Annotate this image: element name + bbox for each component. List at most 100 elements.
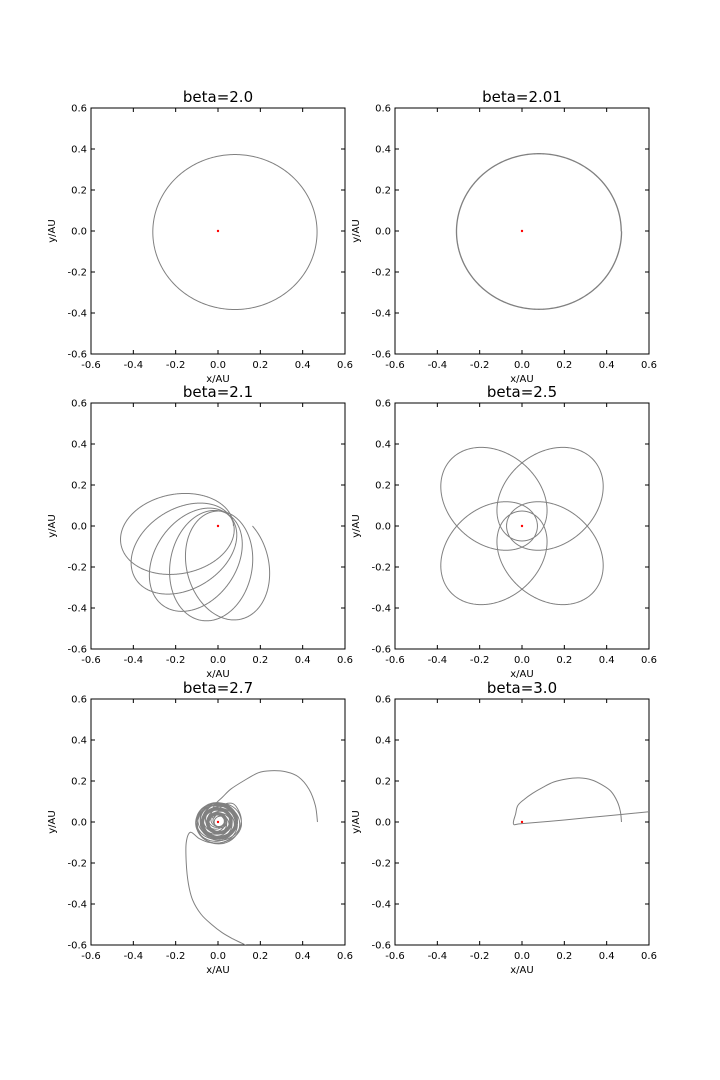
y-tick-label: 0.2 xyxy=(71,777,87,788)
x-tick-label: 0.6 xyxy=(337,655,353,666)
y-tick-label: -0.2 xyxy=(371,859,391,870)
orbit-line xyxy=(120,492,271,622)
x-tick-label: -0.4 xyxy=(124,360,144,371)
x-tick-label: 0.0 xyxy=(210,655,226,666)
y-tick-label: 0.6 xyxy=(71,695,87,706)
y-axis-label: y/AU xyxy=(351,514,362,537)
x-axis-label: x/AU xyxy=(510,669,533,680)
x-tick-label: 0.4 xyxy=(295,951,311,962)
y-tick-label: 0.4 xyxy=(375,736,391,747)
y-tick-label: -0.2 xyxy=(67,859,87,870)
x-tick-label: 0.6 xyxy=(641,951,657,962)
y-tick-label: 0.6 xyxy=(71,104,87,115)
x-tick-label: 0.2 xyxy=(252,655,268,666)
subplot-6: -0.6 -0.4 -0.2 0.0 0.2 0.4 0.6 -0.6 -0.4 -0.2 0.0 0… xyxy=(351,679,657,976)
y-tick-label: 0.0 xyxy=(71,522,87,533)
x-axis-label: x/AU xyxy=(510,374,533,385)
x-tick-label: -0.4 xyxy=(428,360,448,371)
subplot-4: -0.6 -0.4 -0.2 0.0 0.2 0.4 0.6 -0.6 -0.4 -0.2 0.0 0… xyxy=(351,383,657,680)
x-tick-label: -0.4 xyxy=(428,951,448,962)
y-tick-label: 0.2 xyxy=(375,186,391,197)
y-tick-label: 0.6 xyxy=(375,399,391,410)
x-tick-label: 0.0 xyxy=(514,360,530,371)
y-tick-label: -0.6 xyxy=(371,941,391,952)
y-tick-label: 0.2 xyxy=(375,777,391,788)
sun-point xyxy=(520,524,524,528)
x-tick-label: 0.2 xyxy=(556,655,572,666)
x-tick-label: -0.6 xyxy=(81,951,101,962)
y-axis-label: y/AU xyxy=(47,810,58,833)
x-tick-label: 0.4 xyxy=(599,360,615,371)
y-tick-label: 0.4 xyxy=(71,440,87,451)
y-tick-label: -0.2 xyxy=(371,563,391,574)
x-tick-label: 0.2 xyxy=(252,360,268,371)
x-tick-label: 0.2 xyxy=(556,360,572,371)
x-tick-label: -0.6 xyxy=(385,951,405,962)
x-tick-label: -0.6 xyxy=(385,655,405,666)
orbit-line xyxy=(152,154,318,311)
x-tick-label: 0.0 xyxy=(210,360,226,371)
x-tick-label: -0.2 xyxy=(166,360,186,371)
x-tick-label: -0.6 xyxy=(81,360,101,371)
sun-point xyxy=(216,524,220,528)
orbit-line xyxy=(440,446,604,606)
x-tick-label: -0.6 xyxy=(81,655,101,666)
subplot-title: beta=2.5 xyxy=(487,383,557,401)
sun-point xyxy=(216,229,220,233)
x-tick-label: -0.4 xyxy=(124,655,144,666)
x-tick-label: 0.6 xyxy=(337,951,353,962)
subplot-2: -0.6 -0.4 -0.2 0.0 0.2 0.4 0.6 -0.6 -0.4 -0.2 0.0 0… xyxy=(351,88,657,385)
subplot-title: beta=2.1 xyxy=(183,383,253,401)
x-tick-label: 0.2 xyxy=(556,951,572,962)
y-axis-label: y/AU xyxy=(351,219,362,242)
x-tick-label: -0.2 xyxy=(166,951,186,962)
x-tick-label: -0.6 xyxy=(385,360,405,371)
x-tick-label: 0.2 xyxy=(252,951,268,962)
x-axis-label: x/AU xyxy=(510,965,533,976)
y-tick-label: -0.2 xyxy=(67,268,87,279)
y-tick-label: -0.4 xyxy=(371,900,391,911)
y-tick-label: 0.2 xyxy=(71,186,87,197)
y-tick-label: -0.4 xyxy=(67,309,87,320)
y-tick-label: 0.0 xyxy=(375,522,391,533)
x-tick-label: 0.4 xyxy=(599,951,615,962)
y-axis-label: y/AU xyxy=(47,514,58,537)
x-axis-label: x/AU xyxy=(206,669,229,680)
x-axis-label: x/AU xyxy=(206,374,229,385)
x-tick-label: 0.6 xyxy=(641,360,657,371)
y-tick-label: -0.4 xyxy=(67,604,87,615)
x-tick-label: 0.0 xyxy=(514,655,530,666)
y-tick-label: -0.6 xyxy=(67,941,87,952)
y-tick-label: -0.6 xyxy=(67,350,87,361)
y-tick-label: 0.2 xyxy=(71,481,87,492)
y-tick-label: 0.4 xyxy=(375,145,391,156)
subplot-5: -0.6 -0.4 -0.2 0.0 0.2 0.4 0.6 -0.6 -0.4 -0.2 0.0 0… xyxy=(47,679,353,976)
x-tick-label: -0.2 xyxy=(470,360,490,371)
sun-point xyxy=(520,229,524,233)
x-tick-label: 0.4 xyxy=(295,655,311,666)
sun-point xyxy=(216,820,220,824)
y-tick-label: 0.6 xyxy=(375,695,391,706)
subplot-3: -0.6 -0.4 -0.2 0.0 0.2 0.4 0.6 -0.6 -0.4 -0.2 0.0 0… xyxy=(47,383,353,680)
x-tick-label: 0.0 xyxy=(210,951,226,962)
subplot-title: beta=2.01 xyxy=(482,88,562,106)
x-tick-label: -0.4 xyxy=(124,951,144,962)
x-tick-label: 0.4 xyxy=(599,655,615,666)
y-tick-label: 0.6 xyxy=(71,399,87,410)
y-axis-label: y/AU xyxy=(351,810,362,833)
x-tick-label: -0.2 xyxy=(470,951,490,962)
x-tick-label: 0.6 xyxy=(337,360,353,371)
subplot-1: -0.6 -0.4 -0.2 0.0 0.2 0.4 0.6 -0.6 -0.4 -0.2 0.0 0… xyxy=(47,88,353,385)
x-tick-label: 0.4 xyxy=(295,360,311,371)
x-tick-label: -0.4 xyxy=(428,655,448,666)
x-tick-label: 0.0 xyxy=(514,951,530,962)
x-tick-label: -0.2 xyxy=(166,655,186,666)
orbit-line xyxy=(455,153,623,310)
y-tick-label: -0.6 xyxy=(371,645,391,656)
y-tick-label: -0.2 xyxy=(67,563,87,574)
y-tick-label: 0.0 xyxy=(71,818,87,829)
y-tick-label: 0.0 xyxy=(375,227,391,238)
orbit-line xyxy=(512,777,649,826)
y-tick-label: -0.4 xyxy=(67,900,87,911)
y-tick-label: -0.4 xyxy=(371,604,391,615)
